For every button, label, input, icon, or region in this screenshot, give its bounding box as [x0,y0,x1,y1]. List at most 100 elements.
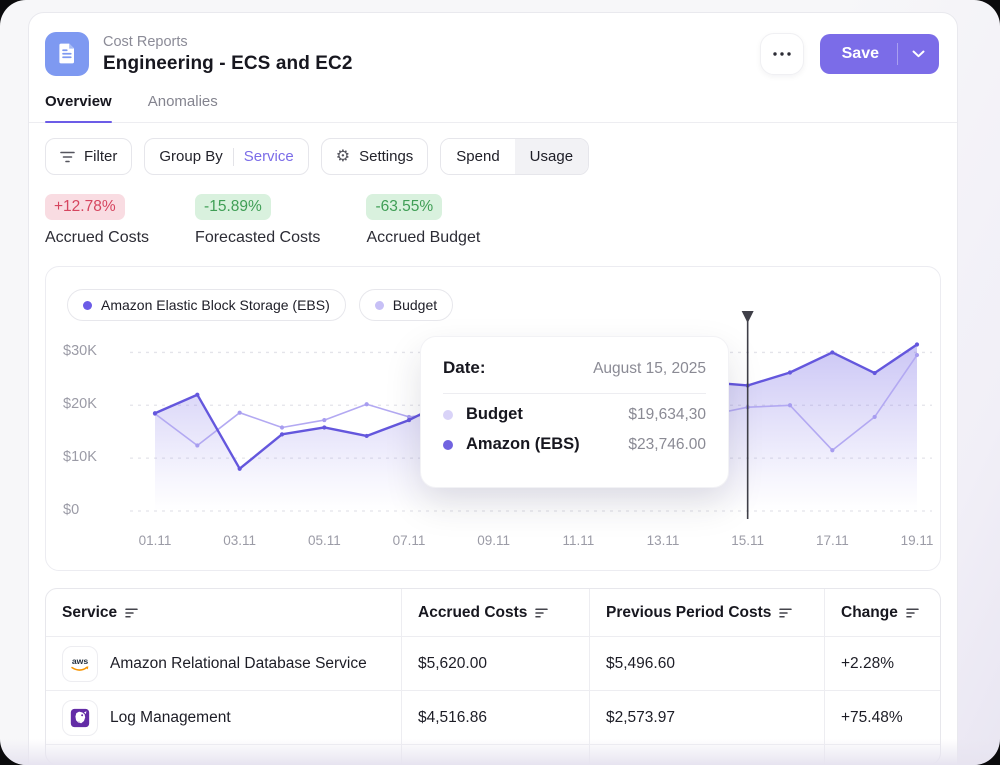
chart-card: Amazon Elastic Block Storage (EBS) Budge… [45,266,941,571]
gear-icon: ⚙ [335,147,351,165]
column-header-label: Previous Period Costs [606,603,772,621]
legend-dot-icon [374,300,384,310]
column-header-label: Accrued Costs [418,603,528,621]
stats-row: +12.78% Accrued Costs -15.89% Forecasted… [29,175,957,247]
toolbar: Filter Group By Service ⚙ Settings Spend… [29,123,957,175]
service-icon: aws [62,645,98,682]
stat-item: -63.55% Accrued Budget [366,194,480,247]
tab-anomalies[interactable]: Anomalies [148,93,218,122]
chart-tooltip: Date: August 15, 2025 Budget $19,634,30 … [420,336,729,488]
datadog-icon [70,708,90,727]
column-header-label: Change [841,603,898,621]
save-divider [897,43,898,65]
group-by-button[interactable]: Group By Service [144,138,309,175]
stat-change-badge: -15.89% [195,194,271,220]
report-category: Cost Reports [103,33,188,50]
tab-label: Anomalies [147,93,218,110]
stat-change-badge: +12.78% [45,194,125,220]
tab-bar: Overview Anomalies [29,93,957,123]
x-tick-label: 11.11 [562,533,595,548]
table-header-row: Service Accrued Costs Previous Period Co… [46,589,940,636]
legend-label: Budget [392,297,438,313]
service-name: Amazon Relational Database Service [110,654,367,672]
column-header-previous-period-costs[interactable]: Previous Period Costs [589,589,824,636]
stat-item: -15.89% Forecasted Costs [195,194,320,247]
svg-text:aws: aws [72,656,89,666]
tab-label: Overview [45,93,112,110]
tooltip-series-row: Budget $19,634,30 [443,405,706,424]
filter-button[interactable]: Filter [45,138,133,175]
sort-icon [906,608,919,617]
settings-label: Settings [359,148,414,165]
series-label: Budget [466,405,523,423]
series-value: $23,746.00 [628,435,706,453]
more-actions-button[interactable] [759,33,804,75]
report-icon [45,32,89,76]
y-tick-label: $20K [63,396,97,413]
save-split-button: Save [819,34,939,74]
x-tick-label: 13.11 [646,533,680,548]
series-dot-icon [443,409,453,420]
x-tick-label: 17.11 [815,533,849,548]
aws-icon: aws [71,656,89,671]
save-button[interactable]: Save [841,45,879,62]
service-name: Log Management [110,708,231,726]
column-header-label: Service [62,603,118,621]
service-icon [62,699,98,736]
filter-label: Filter [84,148,118,165]
stat-label: Accrued Budget [366,229,481,246]
change-cell: +2.28% [824,637,940,690]
sort-icon [535,608,549,617]
tooltip-series-row: Amazon (EBS) $23,746.00 [443,435,706,454]
document-icon [59,43,74,64]
y-tick-label: $0 [63,502,80,518]
x-tick-label: 01.11 [138,533,172,548]
stat-label: Forecasted Costs [195,229,321,246]
y-tick-label: $30K [63,343,97,360]
series-label: Amazon (EBS) [466,435,580,453]
x-tick-label: 03.11 [223,533,257,548]
legend-dot-icon [83,300,92,310]
series-value: $19,634,30 [628,405,706,423]
legend-chip[interactable]: Amazon Elastic Block Storage (EBS) [67,289,346,321]
tab-overview[interactable]: Overview [45,93,112,123]
page-title: Engineering - ECS and EC2 [103,52,353,74]
y-tick-label: $10K [63,449,97,466]
table-row-partial [46,744,940,764]
segment-spend[interactable]: Spend [441,139,515,174]
segment-usage[interactable]: Usage [514,139,589,174]
stat-label: Accrued Costs [45,229,150,246]
x-tick-label: 15.11 [731,533,765,548]
legend-chip[interactable]: Budget [358,289,454,321]
previous-period-costs-cell: $5,496.60 [589,637,824,690]
settings-button[interactable]: ⚙ Settings [320,138,429,175]
previous-period-costs-cell: $2,573.97 [589,691,824,744]
x-tick-label: 07.11 [392,533,426,548]
table-row[interactable]: aws Amazon Relational Database Service $… [46,636,940,690]
filter-icon [60,151,75,162]
ellipsis-icon [772,52,791,56]
series-dot-icon [443,439,453,450]
header: Cost Reports Engineering - ECS and EC2 S… [29,13,957,76]
column-header-change[interactable]: Change [824,589,940,636]
cost-report-panel: Cost Reports Engineering - ECS and EC2 S… [28,12,958,765]
chart-legend: Amazon Elastic Block Storage (EBS) Budge… [67,289,454,321]
chevron-down-icon [912,50,925,58]
group-by-label: Group By [159,148,223,165]
spend-usage-toggle: Spend Usage [440,138,590,175]
x-tick-label: 19.11 [900,533,934,548]
x-tick-label: 05.11 [307,533,341,548]
legend-label: Amazon Elastic Block Storage (EBS) [101,297,330,313]
change-cell: +75.48% [824,691,940,744]
column-header-accrued-costs[interactable]: Accrued Costs [401,589,589,636]
services-table: Service Accrued Costs Previous Period Co… [45,588,941,765]
column-header-service[interactable]: Service [46,589,401,636]
tooltip-date-value: August 15, 2025 [593,360,706,377]
tooltip-divider [443,393,706,394]
x-tick-label: 09.11 [477,533,511,548]
table-row[interactable]: Log Management $4,516.86 $2,573.97 +75.4… [46,690,940,744]
stat-change-badge: -63.55% [366,194,443,220]
stat-item: +12.78% Accrued Costs [45,194,149,247]
group-by-divider [232,147,234,166]
save-dropdown-button[interactable] [898,34,939,74]
